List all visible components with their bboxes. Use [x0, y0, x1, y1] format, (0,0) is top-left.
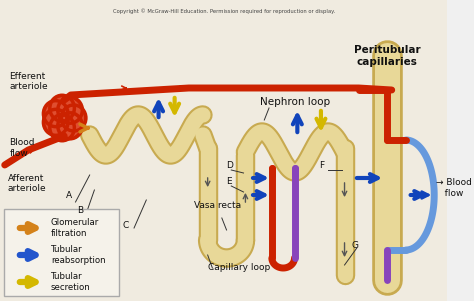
- Text: Efferent
arteriole: Efferent arteriole: [9, 72, 48, 92]
- FancyBboxPatch shape: [0, 0, 447, 301]
- Text: E: E: [227, 177, 232, 186]
- Circle shape: [44, 96, 85, 140]
- Text: C: C: [123, 221, 129, 230]
- Text: Vasa recta: Vasa recta: [193, 201, 241, 210]
- Text: Tubular
secretion: Tubular secretion: [51, 272, 91, 292]
- Text: Tubular
reabsorption: Tubular reabsorption: [51, 245, 106, 265]
- Text: A: A: [66, 191, 72, 200]
- Text: B: B: [77, 206, 83, 215]
- Text: Glomerular
filtration: Glomerular filtration: [51, 218, 99, 238]
- Text: Copyright © McGraw-Hill Education. Permission required for reproduction or displ: Copyright © McGraw-Hill Education. Permi…: [113, 8, 335, 14]
- Text: Peritubular
capillaries: Peritubular capillaries: [354, 45, 420, 67]
- Text: → Blood
   flow: → Blood flow: [436, 178, 472, 198]
- FancyBboxPatch shape: [4, 209, 119, 296]
- Text: Nephron loop: Nephron loop: [260, 97, 330, 107]
- Text: G: G: [351, 241, 358, 250]
- Text: Capillary loop: Capillary loop: [208, 263, 270, 272]
- Text: F: F: [319, 161, 324, 170]
- Text: Blood
flow: Blood flow: [9, 138, 35, 158]
- Text: D: D: [227, 161, 233, 170]
- Text: Afferent
arteriole: Afferent arteriole: [8, 174, 46, 194]
